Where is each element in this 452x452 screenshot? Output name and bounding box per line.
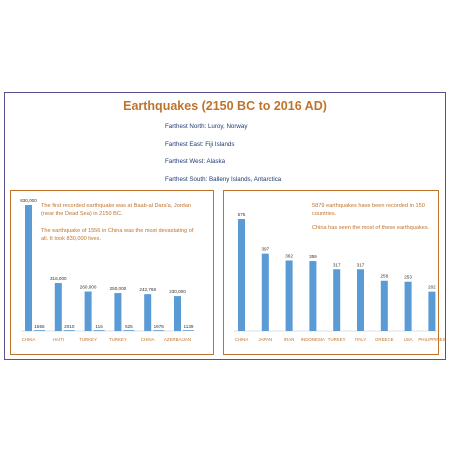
left-note-line: The first recorded earthquake was at Baa… [41, 203, 192, 209]
year-label: 2010 [64, 324, 75, 329]
fact-west: Farthest West: Alaska [165, 158, 226, 165]
value-label: 242,769 [139, 287, 156, 292]
left-note-line: The earthquake of 1556 in China was the … [41, 228, 194, 234]
value-label: 260,000 [80, 285, 97, 290]
right-note: 5879 earthquakes have been recorded in 1… [312, 203, 438, 233]
year-label: 115 [95, 324, 103, 329]
value-label: 317 [357, 262, 365, 267]
category-label: CHINA [22, 337, 36, 342]
category-label: TURKEY [109, 337, 127, 342]
left-note-devastating: The earthquake of 1556 in China was the … [41, 228, 193, 243]
deadliest-earthquakes-panel: The first recorded earthquake was at Baa… [10, 190, 214, 355]
category-label: USA [404, 337, 413, 342]
bar [144, 294, 152, 331]
right-note-line: China has seen the most of these earthqu… [312, 225, 430, 232]
value-label: 250,000 [110, 286, 127, 291]
category-label: CHINA [235, 337, 249, 342]
value-label: 830,000 [20, 198, 37, 203]
value-label: 362 [285, 253, 293, 258]
bar [333, 269, 341, 331]
bar [238, 219, 245, 331]
year-label: 1139 [184, 324, 194, 329]
deadliest-earthquakes-chart: 830,000 CHINA 1556 316,000 HAITI 2010 260,000 T… [20, 198, 194, 342]
bar [84, 291, 92, 331]
category-label: INDONESIA [301, 337, 325, 342]
value-label: 253 [404, 275, 412, 280]
left-note-first: The first recorded earthquake was at Baa… [41, 203, 191, 218]
category-label: PHILIPPINES [418, 337, 445, 342]
category-label: IRAN [284, 337, 295, 342]
bar [114, 293, 122, 331]
bar [428, 291, 436, 331]
bar [380, 280, 388, 331]
left-note-line: all. It took 830,000 lives. [41, 235, 102, 242]
value-label: 258 [380, 274, 388, 279]
category-label: ITALY [355, 337, 367, 342]
value-label: 575 [238, 212, 246, 217]
bar [54, 283, 62, 331]
bar [174, 296, 181, 331]
value-label: 202 [428, 285, 436, 290]
bar [25, 205, 32, 331]
facts-list: Farthest North: Luroy, Norway Farthest E… [165, 118, 281, 188]
fact-south: Farthest South: Balleny Islands, Antarct… [165, 175, 282, 183]
value-label: 359 [309, 254, 317, 259]
category-label: TURKEY [79, 337, 97, 342]
left-note-line: (near the Dead Sea) in 2150 BC. [41, 210, 123, 217]
category-label: JAPAN [258, 337, 272, 342]
year-label: 1556 [34, 324, 45, 329]
category-label: TURKEY [328, 337, 346, 342]
category-label: AZERBAIJAN [164, 337, 191, 342]
year-label: 1976 [154, 324, 165, 329]
fact-east: Farthest East: Fiji Islands [165, 140, 235, 148]
category-label: CHINA [141, 337, 155, 342]
bar [357, 269, 364, 331]
fact-north: Farthest North: Luroy, Norway [165, 123, 248, 130]
year-label: 525 [125, 324, 133, 329]
infographic-frame: Earthquakes (2150 BC to 2016 AD) Farthes… [4, 92, 446, 360]
bar [261, 253, 269, 331]
earthquake-count-chart: 575 CHINA 397 JAPAN 362 IRAN 359 INDONESIA 317 TU… [234, 212, 446, 342]
category-label: HAITI [53, 337, 64, 342]
right-note-line: 5879 earthquakes have been recorded in 1… [312, 203, 425, 217]
bar [285, 260, 293, 331]
bar [404, 281, 412, 331]
value-label: 317 [333, 262, 341, 267]
category-label: GREECE [375, 337, 394, 342]
value-label: 397 [261, 247, 269, 252]
page-title: Earthquakes (2150 BC to 2016 AD) [123, 99, 327, 113]
value-label: 316,000 [50, 276, 67, 281]
bar [309, 261, 317, 331]
earthquake-count-panel: 5879 earthquakes have been recorded in 1… [223, 190, 446, 355]
value-label: 230,000 [169, 289, 186, 294]
